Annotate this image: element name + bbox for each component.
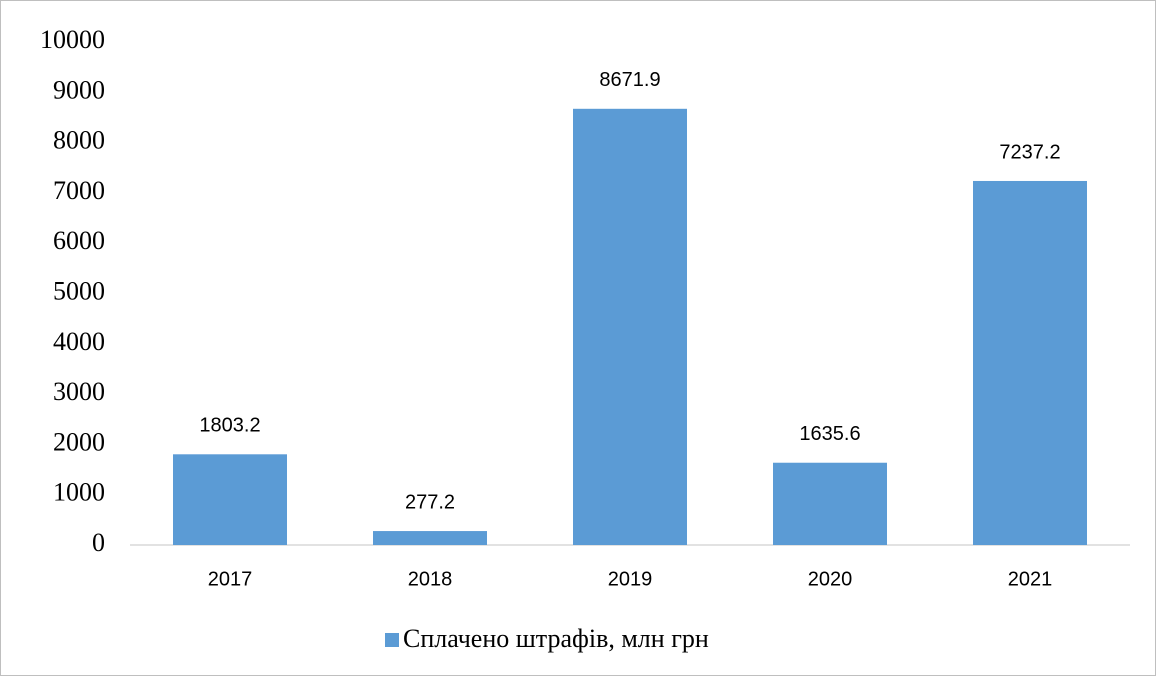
legend-swatch (385, 633, 399, 647)
bar (773, 463, 887, 545)
y-tick-label: 3000 (53, 377, 105, 406)
y-tick-label: 1000 (53, 478, 105, 507)
y-tick-label: 6000 (53, 226, 105, 255)
y-tick-label: 8000 (53, 126, 105, 155)
data-label: 7237.2 (999, 141, 1060, 163)
bar (173, 454, 287, 545)
x-tick-label: 2019 (608, 568, 653, 590)
y-tick-label: 4000 (53, 327, 105, 356)
data-label: 8671.9 (599, 69, 660, 91)
x-tick-label: 2021 (1008, 568, 1053, 590)
y-tick-label: 9000 (53, 75, 105, 104)
x-tick-label: 2017 (208, 568, 253, 590)
bar (573, 109, 687, 545)
legend-label: Сплачено штрафів, млн грн (403, 624, 709, 653)
data-label: 277.2 (405, 491, 455, 513)
y-tick-label: 10000 (40, 25, 105, 54)
data-label: 1803.2 (199, 415, 260, 437)
y-tick-label: 2000 (53, 427, 105, 456)
bar (373, 531, 487, 545)
bar (973, 181, 1087, 545)
x-tick-label: 2018 (408, 568, 453, 590)
y-tick-label: 0 (92, 528, 105, 557)
chart: 0 1000 2000 3000 4000 5000 6000 7000 8000 9000 100… (0, 0, 1156, 676)
x-tick-label: 2020 (808, 568, 853, 590)
y-tick-label: 7000 (53, 176, 105, 205)
y-tick-label: 5000 (53, 276, 105, 305)
data-label: 1635.6 (799, 423, 860, 445)
